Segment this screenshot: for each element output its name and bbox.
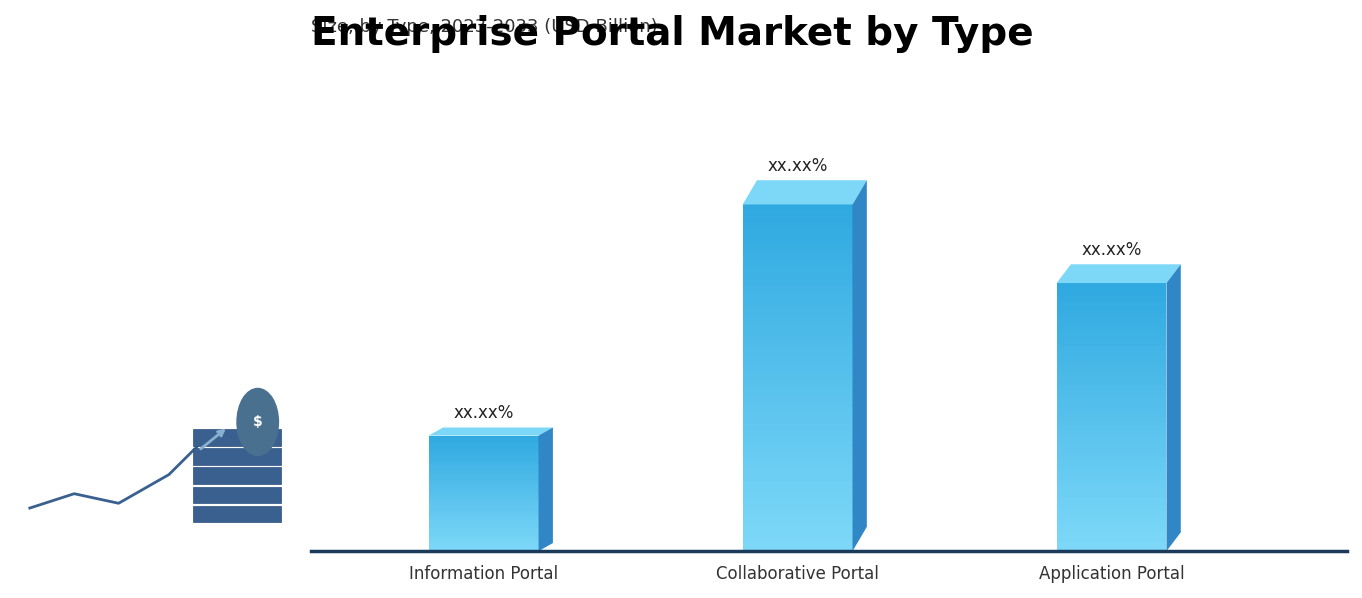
Text: Infinity: Infinity <box>113 109 214 133</box>
Circle shape <box>237 389 278 456</box>
Text: Enterprise Portal Market by Type: Enterprise Portal Market by Type <box>311 15 1034 53</box>
Polygon shape <box>429 428 553 435</box>
FancyBboxPatch shape <box>192 506 282 523</box>
FancyBboxPatch shape <box>192 468 282 484</box>
Text: xx.xx%: xx.xx% <box>1081 241 1141 259</box>
FancyBboxPatch shape <box>192 429 282 446</box>
Text: xx.xx%: xx.xx% <box>767 157 828 175</box>
Text: Total Market Size: Total Market Size <box>89 261 237 276</box>
Polygon shape <box>853 180 866 551</box>
Text: 13.2: 13.2 <box>108 209 218 252</box>
Text: Size, by Type, 2023-2033 (USD Billion): Size, by Type, 2023-2033 (USD Billion) <box>311 18 658 36</box>
Polygon shape <box>1166 264 1181 551</box>
FancyBboxPatch shape <box>192 448 282 465</box>
Text: USD Billion in 2023: USD Billion in 2023 <box>82 290 245 305</box>
Polygon shape <box>1057 264 1181 283</box>
Text: CAGR: CAGR <box>139 376 187 391</box>
FancyBboxPatch shape <box>192 487 282 504</box>
Text: $: $ <box>253 415 263 429</box>
Text: xx.xx%: xx.xx% <box>454 404 513 422</box>
Text: 11.7%: 11.7% <box>91 329 236 371</box>
Text: (2023 – 2033): (2023 – 2033) <box>105 405 222 420</box>
Polygon shape <box>538 428 553 551</box>
Text: MARKET RESEARCH: MARKET RESEARCH <box>114 144 211 154</box>
Polygon shape <box>742 180 866 205</box>
